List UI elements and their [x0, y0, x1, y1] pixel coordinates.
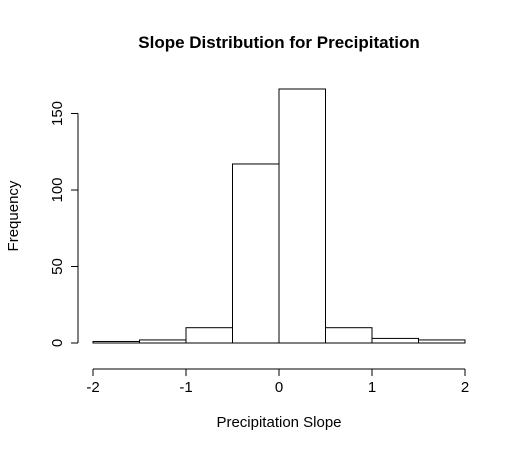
- y-tick-label: 0: [49, 339, 66, 347]
- histogram-bars: [92, 88, 466, 344]
- histogram-bar: [139, 339, 187, 344]
- x-tick-label: -1: [179, 379, 192, 396]
- histogram-bar: [278, 88, 326, 344]
- y-axis: 0 50 100 150: [49, 101, 79, 347]
- x-tick-label: 0: [275, 379, 283, 396]
- histogram-bar: [185, 327, 233, 344]
- histogram-bar: [371, 337, 419, 344]
- histogram-bar: [418, 339, 466, 344]
- x-axis: -2 -1 0 1 2: [86, 368, 469, 396]
- x-tick-label: 1: [368, 379, 376, 396]
- x-tick-label: -2: [86, 379, 99, 396]
- y-tick-label: 150: [49, 101, 66, 126]
- histogram-bar: [325, 327, 373, 344]
- x-tick-label: 2: [461, 379, 469, 396]
- y-tick-label: 100: [49, 177, 66, 202]
- histogram-bar: [92, 340, 140, 344]
- chart-title: Slope Distribution for Precipitation: [138, 33, 419, 52]
- x-axis-label: Precipitation Slope: [216, 414, 341, 431]
- histogram-bar: [232, 163, 280, 344]
- y-tick-label: 50: [49, 258, 66, 275]
- y-axis-label: Frequency: [5, 180, 22, 251]
